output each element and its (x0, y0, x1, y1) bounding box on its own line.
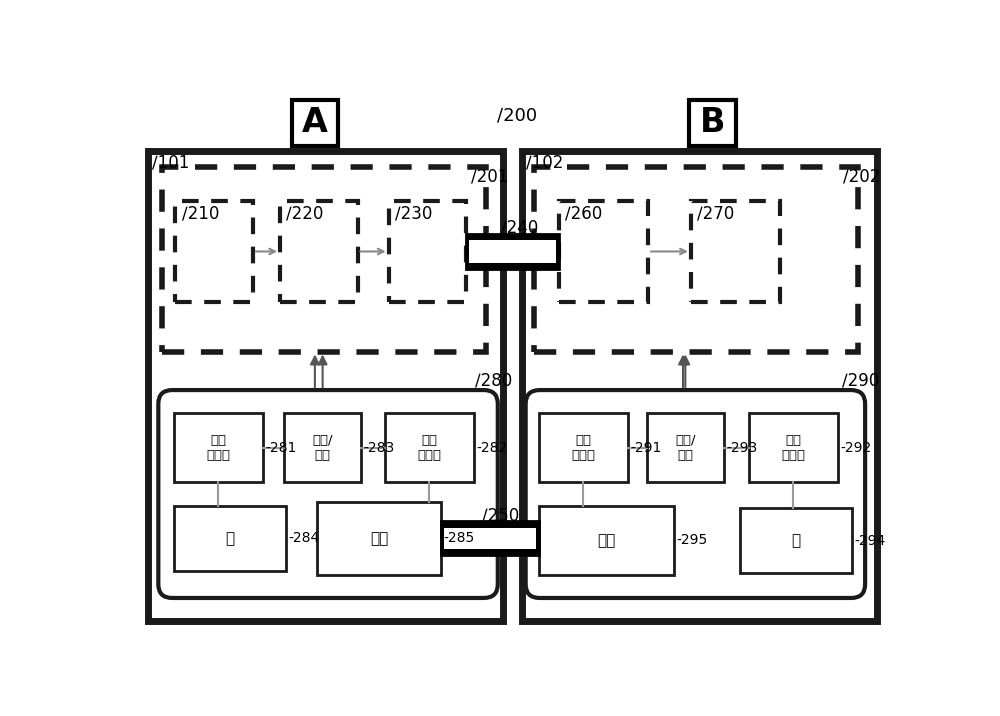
Bar (559, 201, 648, 301)
Text: ∕230: ∕230 (395, 204, 432, 222)
Bar (174, 505, 286, 571)
Text: ∕200: ∕200 (497, 106, 537, 124)
Text: B: B (700, 107, 725, 140)
Text: -284: -284 (289, 531, 320, 546)
Bar (175, 201, 253, 301)
Text: ∕250: ∕250 (482, 506, 520, 524)
Text: 随机
存储器: 随机 存储器 (781, 434, 805, 462)
Bar (534, 167, 858, 352)
Text: ∕101: ∕101 (152, 154, 190, 172)
Text: ∕240: ∕240 (501, 218, 538, 236)
Bar (466, 233, 559, 269)
Text: 网络: 网络 (598, 533, 616, 548)
Text: 随机
存储器: 随机 存储器 (417, 434, 441, 462)
Text: 盘: 盘 (225, 531, 235, 546)
Bar (539, 413, 628, 483)
Bar (647, 413, 724, 483)
Text: -292: -292 (840, 441, 872, 455)
Text: ∕260: ∕260 (565, 204, 602, 222)
Bar (522, 151, 877, 621)
Text: ∕290: ∕290 (842, 372, 879, 390)
Text: -283: -283 (364, 441, 395, 455)
Text: -291: -291 (630, 441, 662, 455)
Text: -294: -294 (854, 533, 886, 548)
Text: 输入/
输出: 输入/ 输出 (675, 434, 696, 462)
Text: ∕210: ∕210 (182, 204, 219, 222)
Text: -295: -295 (677, 533, 708, 547)
Text: ∕202: ∕202 (843, 167, 880, 185)
Bar (689, 100, 736, 146)
Text: ∕102: ∕102 (526, 154, 563, 172)
Bar (148, 151, 503, 621)
Text: ∕280: ∕280 (475, 372, 512, 390)
Bar (280, 201, 358, 301)
Text: A: A (302, 107, 328, 140)
Bar (740, 508, 852, 574)
Text: 中央
存储器: 中央 存储器 (571, 434, 595, 462)
Bar (539, 505, 674, 575)
Bar (385, 413, 474, 483)
Text: -281: -281 (265, 441, 297, 455)
Bar (691, 201, 780, 301)
Bar (444, 528, 536, 549)
Bar (469, 240, 556, 263)
Bar (749, 413, 838, 483)
Text: -293: -293 (726, 441, 758, 455)
Text: 盘: 盘 (791, 533, 800, 548)
Bar (441, 521, 539, 555)
Text: -282: -282 (476, 441, 507, 455)
Bar (317, 502, 441, 575)
Text: ∕220: ∕220 (286, 204, 324, 222)
Text: -285: -285 (444, 531, 475, 546)
Text: ∕201: ∕201 (471, 167, 508, 185)
Text: 输入/
输出: 输入/ 输出 (312, 434, 333, 462)
Bar (284, 413, 361, 483)
Text: 中央
存储器: 中央 存储器 (206, 434, 230, 462)
FancyBboxPatch shape (526, 390, 865, 598)
Bar (174, 413, 263, 483)
Text: ∕270: ∕270 (697, 204, 734, 222)
Text: 网络: 网络 (370, 531, 388, 546)
FancyBboxPatch shape (158, 390, 498, 598)
Bar (388, 201, 466, 301)
Bar (292, 100, 338, 146)
Bar (162, 167, 486, 352)
